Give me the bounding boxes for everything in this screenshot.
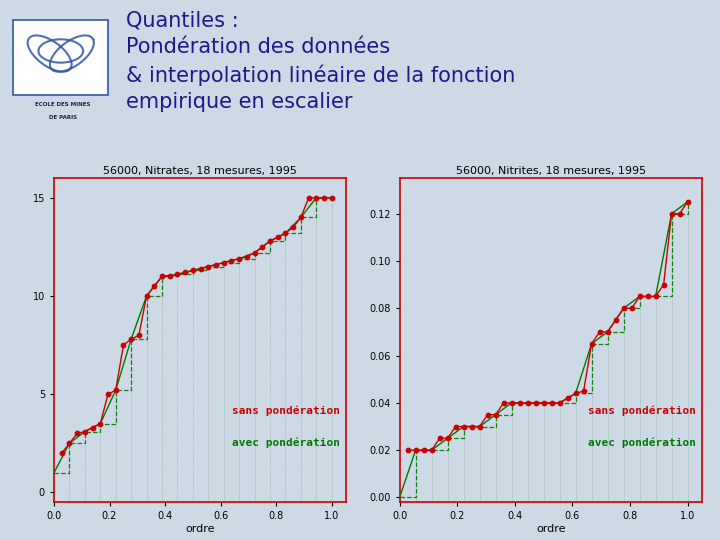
Point	[179, 268, 191, 277]
Point	[642, 292, 653, 301]
Point	[133, 331, 145, 340]
Point	[102, 390, 114, 399]
Text: sans pondération: sans pondération	[232, 405, 340, 415]
Point	[682, 198, 693, 206]
Point	[626, 304, 637, 313]
Point	[418, 446, 429, 455]
Text: avec pondération: avec pondération	[232, 437, 340, 448]
Point	[141, 292, 153, 300]
Point	[466, 422, 477, 431]
Point	[326, 193, 338, 202]
Point	[594, 328, 606, 336]
Point	[195, 264, 207, 273]
Point	[570, 389, 581, 398]
Point	[71, 429, 83, 438]
Point	[233, 254, 245, 263]
Point	[218, 258, 230, 267]
Point	[538, 399, 549, 407]
Point	[458, 422, 469, 431]
Point	[110, 386, 122, 395]
Point	[610, 316, 621, 325]
Text: avec pondération: avec pondération	[588, 437, 696, 448]
Point	[410, 446, 421, 455]
Point	[187, 266, 199, 275]
Point	[578, 387, 590, 395]
Point	[506, 399, 518, 407]
Point	[618, 304, 629, 313]
Point	[148, 282, 160, 291]
Text: sans pondération: sans pondération	[588, 405, 696, 415]
Point	[272, 233, 284, 241]
Point	[674, 210, 685, 218]
X-axis label: ordre: ordre	[536, 524, 565, 534]
Point	[514, 399, 526, 407]
Point	[318, 193, 330, 202]
Text: Quantiles :
Pondération des données
& interpolation linéaire de la fonction
empi: Quantiles : Pondération des données & in…	[126, 11, 516, 112]
Point	[402, 446, 413, 455]
Point	[474, 422, 485, 431]
Point	[450, 422, 462, 431]
X-axis label: ordre: ordre	[185, 524, 215, 534]
Point	[498, 399, 509, 407]
Point	[56, 449, 68, 457]
Point	[554, 399, 565, 407]
Point	[279, 229, 291, 238]
Point	[63, 439, 75, 448]
Point	[156, 272, 168, 281]
Point	[562, 394, 573, 402]
Point	[202, 262, 214, 271]
Point	[482, 410, 493, 419]
Point	[94, 420, 106, 428]
Point	[522, 399, 534, 407]
Point	[295, 213, 307, 222]
Point	[490, 410, 501, 419]
FancyBboxPatch shape	[13, 20, 108, 95]
Point	[434, 434, 446, 443]
Point	[658, 280, 670, 289]
Point	[171, 270, 183, 279]
Point	[287, 223, 299, 232]
Point	[634, 292, 645, 301]
Title: 56000, Nitrates, 18 mesures, 1995: 56000, Nitrates, 18 mesures, 1995	[103, 166, 297, 176]
Point	[303, 193, 315, 202]
Point	[546, 399, 557, 407]
Point	[249, 248, 261, 257]
Point	[264, 237, 276, 245]
Point	[225, 256, 237, 265]
Point	[87, 423, 99, 432]
Title: 56000, Nitrites, 18 mesures, 1995: 56000, Nitrites, 18 mesures, 1995	[456, 166, 646, 176]
Point	[241, 252, 253, 261]
Point	[117, 341, 129, 349]
Point	[125, 335, 137, 343]
Point	[442, 434, 454, 443]
Point	[210, 260, 222, 269]
Point	[310, 193, 322, 202]
Point	[530, 399, 541, 407]
Point	[650, 292, 662, 301]
Point	[79, 427, 91, 436]
Point	[426, 446, 437, 455]
Text: ECOLE DES MINES: ECOLE DES MINES	[35, 102, 91, 106]
Point	[586, 340, 598, 348]
Point	[666, 210, 678, 218]
Point	[602, 328, 613, 336]
Text: DE PARIS: DE PARIS	[49, 114, 77, 119]
Point	[256, 242, 268, 251]
Point	[164, 272, 176, 281]
